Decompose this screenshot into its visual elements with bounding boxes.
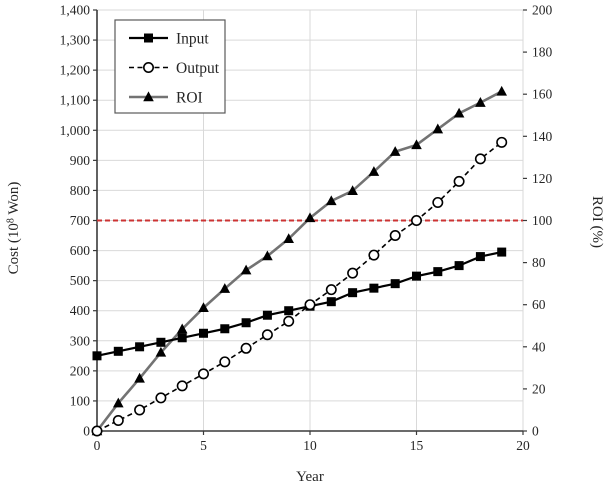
- svg-text:10: 10: [303, 438, 317, 453]
- svg-text:1,300: 1,300: [60, 33, 91, 48]
- left-axis-title: Cost (108 Won): [6, 182, 23, 275]
- x-axis-title: Year: [296, 469, 324, 485]
- right-axis-title: ROI (%): [589, 196, 605, 248]
- legend-entry-input: Input: [129, 31, 209, 48]
- output-series: [91, 136, 508, 437]
- svg-text:200: 200: [532, 3, 553, 18]
- x-axis-ticks-and-labels: 0 5 10 15 20: [94, 431, 530, 453]
- svg-text:15: 15: [410, 438, 424, 453]
- svg-text:400: 400: [70, 303, 91, 318]
- svg-text:140: 140: [532, 129, 553, 144]
- svg-text:100: 100: [532, 213, 553, 228]
- svg-text:120: 120: [532, 171, 553, 186]
- svg-text:1,400: 1,400: [60, 3, 91, 18]
- legend-label: Output: [176, 60, 220, 77]
- svg-text:0: 0: [532, 424, 539, 439]
- roi-series: [91, 85, 507, 436]
- svg-text:0: 0: [83, 424, 90, 439]
- legend: Input Output ROI: [114, 19, 226, 114]
- svg-text:40: 40: [532, 339, 546, 354]
- svg-text:500: 500: [70, 273, 91, 288]
- legend-label: ROI: [176, 90, 203, 107]
- legend-label: Input: [176, 31, 209, 48]
- svg-text:60: 60: [532, 297, 546, 312]
- legend-entry-output: Output: [129, 60, 220, 77]
- svg-text:80: 80: [532, 255, 546, 270]
- svg-text:160: 160: [532, 87, 553, 102]
- svg-text:600: 600: [70, 243, 91, 258]
- svg-text:700: 700: [70, 213, 91, 228]
- svg-text:1,000: 1,000: [60, 123, 91, 138]
- legend-entry-roi: ROI: [129, 90, 203, 107]
- svg-text:900: 900: [70, 153, 91, 168]
- svg-text:5: 5: [200, 438, 207, 453]
- right-axis-ticks-and-labels: 0 20 40 60 80 100 120 140 160 180 200: [523, 3, 553, 439]
- svg-text:20: 20: [532, 381, 546, 396]
- svg-text:300: 300: [70, 333, 91, 348]
- svg-text:1,200: 1,200: [60, 63, 91, 78]
- svg-text:100: 100: [70, 393, 91, 408]
- svg-text:200: 200: [70, 363, 91, 378]
- svg-text:0: 0: [94, 438, 101, 453]
- svg-text:20: 20: [516, 438, 530, 453]
- svg-text:180: 180: [532, 45, 553, 60]
- left-axis-ticks-and-labels: 0 100 200 300 400 500 600 700 800 900 1,000 1,100 1,…: [60, 3, 97, 439]
- svg-text:800: 800: [70, 183, 91, 198]
- svg-text:1,100: 1,100: [60, 93, 91, 108]
